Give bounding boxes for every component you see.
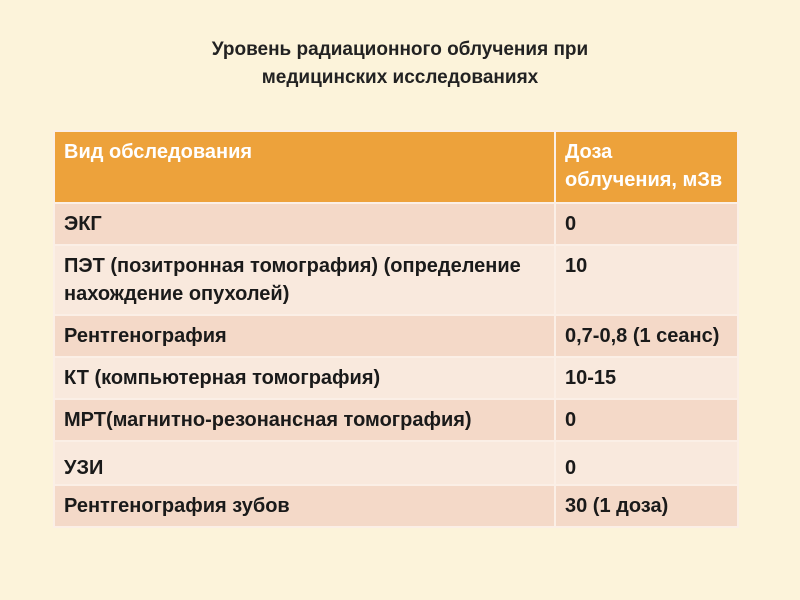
dose-cell: 0	[554, 398, 739, 442]
dose-cell: 30 (1 доза)	[554, 484, 739, 528]
exam-cell: КТ (компьютерная томография)	[53, 356, 556, 400]
dose-cell: 10	[554, 244, 739, 316]
title-line-2: медицинских исследованиях	[261, 67, 539, 88]
slide-title: Уровень радиационного облучения при меди…	[0, 36, 800, 92]
table-row: УЗИ 0	[53, 440, 739, 486]
exam-cell: Рентгенография зубов	[53, 484, 556, 528]
exam-cell: Рентгенография	[53, 314, 556, 358]
table-row: КТ (компьютерная томография) 10-15	[53, 356, 739, 400]
table-row: Рентгенография 0,7-0,8 (1 сеанс)	[53, 314, 739, 358]
dose-cell: 0	[554, 202, 739, 246]
header-exam-type: Вид обследования	[53, 130, 556, 204]
table-row: Рентгенография зубов 30 (1 доза)	[53, 484, 739, 528]
table-header-row: Вид обследования Доза облучения, мЗв	[53, 130, 739, 204]
table-row: МРТ(магнитно-резонансная томография) 0	[53, 398, 739, 442]
table-row: ЭКГ 0	[53, 202, 739, 246]
title-line-1: Уровень радиационного облучения при	[211, 39, 589, 60]
exam-cell: УЗИ	[53, 440, 556, 486]
exam-cell: МРТ(магнитно-резонансная томография)	[53, 398, 556, 442]
radiation-dose-table: Вид обследования Доза облучения, мЗв ЭКГ…	[53, 130, 739, 528]
dose-cell: 0	[554, 440, 739, 486]
dose-cell: 0,7-0,8 (1 сеанс)	[554, 314, 739, 358]
dose-cell: 10-15	[554, 356, 739, 400]
table-row: ПЭТ (позитронная томография) (определени…	[53, 244, 739, 316]
exam-cell: ПЭТ (позитронная томография) (определени…	[53, 244, 556, 316]
header-dose: Доза облучения, мЗв	[554, 130, 739, 204]
exam-cell: ЭКГ	[53, 202, 556, 246]
